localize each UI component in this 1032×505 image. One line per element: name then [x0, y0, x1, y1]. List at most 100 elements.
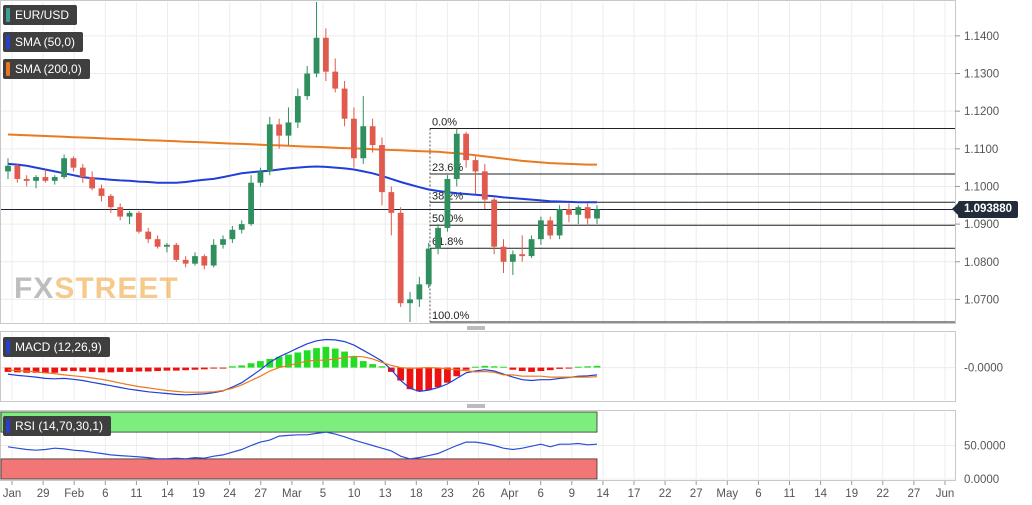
macd-histogram-bar [350, 356, 358, 368]
x-tick-label: 19 [192, 488, 205, 500]
logo-street-text: STREET [54, 272, 179, 305]
candle-body [397, 212, 404, 304]
candle-body [285, 122, 292, 136]
panel-splitter-2[interactable] [466, 404, 486, 408]
candle-body [313, 37, 320, 74]
x-tick-label: Jan [3, 488, 22, 500]
macd-histogram-bar [490, 366, 498, 368]
candle-body [107, 195, 114, 208]
x-tick-label: Apr [501, 488, 519, 500]
candle-body [528, 239, 535, 257]
macd-histogram-bar [275, 356, 283, 368]
candle-body [379, 145, 385, 193]
price-y-tick-label: 1.1100 [964, 144, 998, 156]
sma200-series [7, 133, 597, 166]
candle-body [14, 165, 21, 179]
price-y-tick-label: 1.1300 [964, 69, 999, 81]
macd-histogram-bar [88, 367, 96, 372]
candle-body [135, 212, 142, 232]
candle-body [481, 171, 488, 200]
macd-histogram-bar [247, 363, 255, 368]
price-y-tick-label: 1.0800 [964, 257, 999, 269]
macd-histogram-bar [135, 367, 143, 372]
rsi-overbought-zone [0, 411, 598, 433]
candle-body [509, 254, 516, 262]
y-axis-ticks: 1.1400 1.1300 1.1200 1.1100 1.1000 1.0900 1.08… [955, 31, 1006, 486]
x-tick-label: 6 [102, 488, 108, 500]
macd-histogram-bar [518, 367, 526, 372]
candle-body [388, 192, 395, 213]
macd-histogram-bar [107, 367, 115, 373]
candle-body [23, 178, 30, 181]
macd-histogram-bar [472, 366, 479, 368]
x-tick-label: 24 [223, 488, 236, 500]
macd-histogram-bar [359, 361, 367, 368]
candle-body [547, 220, 554, 236]
x-axis-ticks: Jan 29 Feb 6 11 14 19 24 27 Mar 5 10 13 18 23 26 Apr 6 9 14… [3, 481, 954, 500]
candle-body [117, 207, 124, 217]
macd-histogram-bar [266, 358, 274, 368]
macd-histogram-bar [453, 367, 461, 377]
candle-body [266, 124, 273, 172]
candle-body [360, 126, 367, 159]
macd-histogram-bar [425, 367, 433, 391]
price-y-tick-label: 1.0700 [964, 294, 999, 306]
macd-histogram-bar [537, 367, 545, 372]
x-tick-label: 27 [690, 488, 703, 500]
macd-histogram-bar [154, 367, 161, 372]
fib-level-label: 100.0% [432, 310, 470, 322]
legend-pair[interactable]: EUR/USD [3, 5, 78, 25]
macd-histogram-bar [593, 365, 601, 368]
macd-histogram-bar [172, 367, 180, 371]
panel-splitter-1[interactable] [466, 326, 486, 330]
macd-histogram-bar [500, 366, 507, 368]
candle-body [444, 178, 451, 228]
macd-histogram-bar [257, 361, 264, 368]
rsi-series [7, 431, 598, 460]
macd-histogram-bar [32, 367, 40, 373]
macd-histogram-bar [238, 365, 246, 368]
candle-body [453, 133, 460, 179]
macd-histogram-bar [369, 364, 376, 368]
candle-body [238, 224, 245, 230]
macd-histogram-bar [98, 367, 105, 373]
macd-histogram-bar [574, 366, 582, 368]
candle-body [173, 244, 180, 260]
macd-histogram-bar [397, 367, 405, 381]
legend-sma200[interactable]: SMA (200,0) [3, 59, 90, 79]
candle-body [98, 188, 105, 196]
candle-body [89, 177, 96, 189]
x-tick-label: 13 [379, 488, 392, 500]
candle-body [566, 209, 572, 215]
sma200-line [7, 133, 597, 166]
macd-histogram-bar [378, 366, 386, 368]
macd-histogram-bar [509, 367, 517, 370]
candle-body [304, 73, 311, 97]
macd-histogram-bar [584, 366, 592, 368]
legend-macd[interactable]: MACD (12,26,9) [3, 337, 110, 357]
macd-histogram-bar [415, 367, 423, 392]
macd-histogram-bar [444, 367, 451, 383]
candle-body [416, 284, 423, 300]
x-tick-label: 14 [597, 488, 610, 500]
x-tick-label: 27 [908, 488, 921, 500]
candle-body [407, 299, 413, 304]
candle-body [322, 37, 329, 72]
macd-histogram-bar [200, 367, 208, 370]
candle-body [257, 171, 264, 183]
candle-body [210, 244, 217, 266]
candle-body [182, 259, 189, 264]
macd-y-tick-label: -0.0000 [964, 363, 1003, 375]
last-price-badge: 1.093880 [952, 201, 1018, 218]
candle-body [463, 133, 470, 161]
macd-histogram-bar [144, 367, 152, 372]
legend-rsi[interactable]: RSI (14,70,30,1) [3, 416, 112, 436]
x-tick-label: 27 [254, 488, 267, 500]
macd-line [7, 338, 598, 396]
candle-body [369, 126, 376, 146]
macd-histogram-bar [565, 367, 573, 369]
legend-sma50[interactable]: SMA (50,0) [3, 32, 84, 52]
candle-body [435, 227, 441, 249]
macd-histogram-bar [42, 367, 49, 374]
